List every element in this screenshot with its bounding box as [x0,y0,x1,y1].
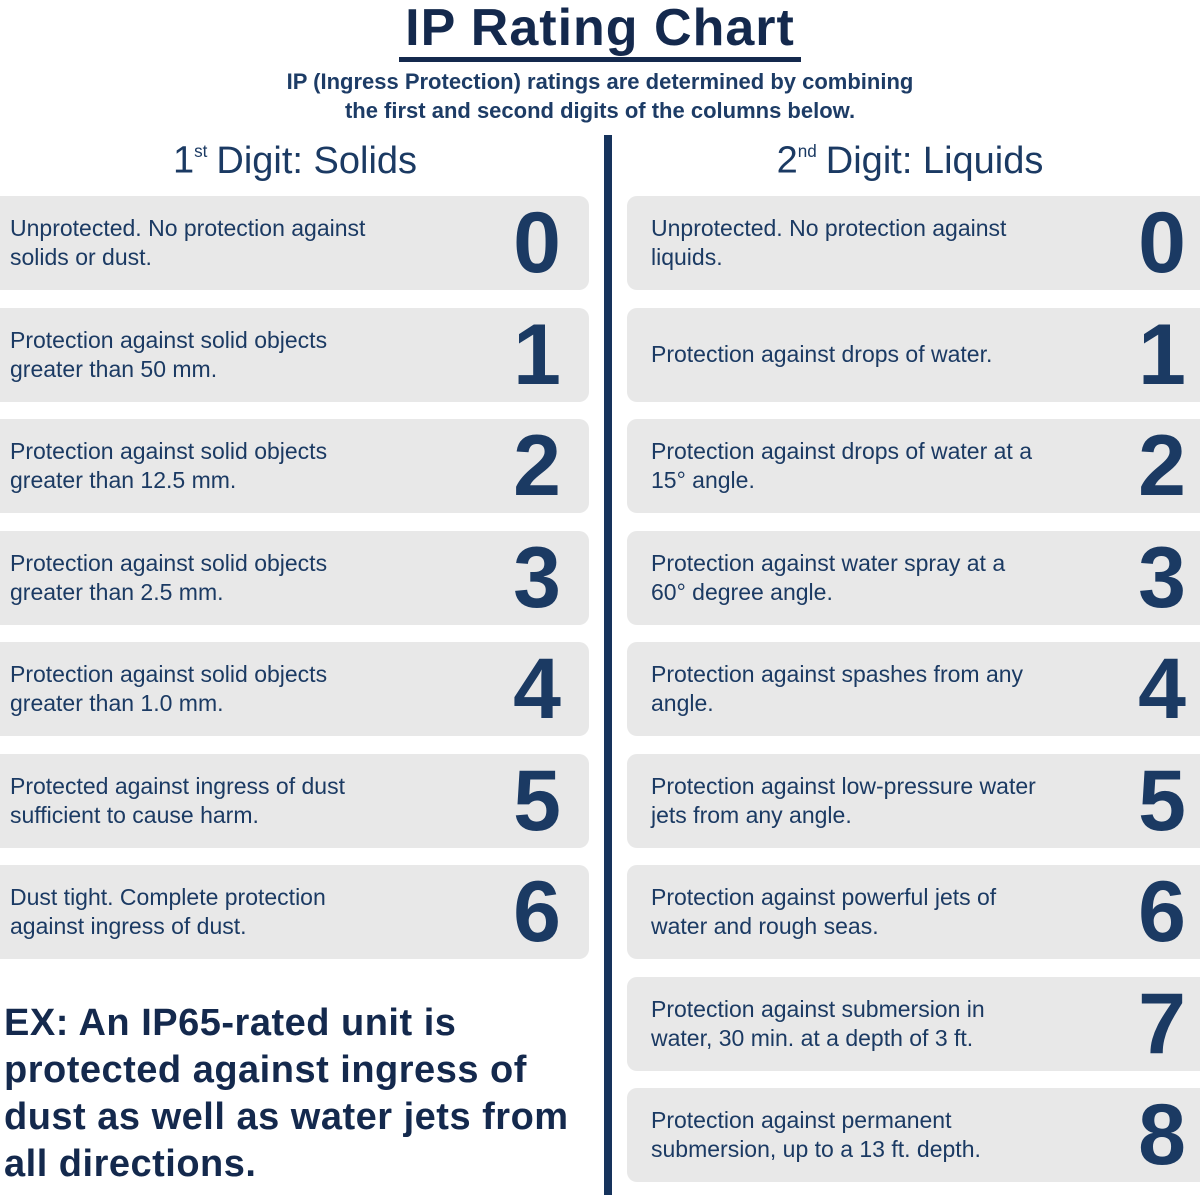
rating-digit: 2 [1138,418,1186,514]
solids-row-4: Protection against solid objects greater… [0,642,589,736]
liquids-row-4: Protection against spashes from any angl… [627,642,1200,736]
chart-header: IP Rating Chart IP (Ingress Protection) … [0,0,1200,125]
column-divider [604,135,612,1195]
liquids-column-header: 2nd Digit: Liquids [620,130,1200,185]
rating-description: Protection against powerful jets of wate… [651,884,997,939]
rating-digit: 3 [1138,529,1186,626]
rating-description: Protection against solid objects greater… [10,549,328,605]
rating-description: Protection against water spray at a 60° … [651,549,1006,605]
liquids-row-1: Protection against drops of water. 1 [627,306,1200,403]
rating-digit: 5 [513,752,561,849]
liquids-header-ordinal: nd [797,142,817,161]
liquids-row-8: Protection against permanent submersion,… [627,1088,1200,1182]
rating-description: Protection against permanent submersion,… [651,1107,981,1162]
subtitle-line-2: the first and second digits of the colum… [344,98,856,123]
solids-header-digit: 1 [172,139,195,182]
rating-digit: 6 [1138,864,1186,960]
example-note: EX: An IP65-rated unit is protected agai… [4,1002,569,1185]
rating-digit: 0 [1138,195,1186,291]
liquids-header-digit: 2 [776,139,798,182]
rating-digit: 4 [513,641,561,737]
liquids-row-7: Protection against submersion in water, … [627,975,1200,1072]
liquids-row-6: Protection against powerful jets of wate… [627,865,1200,959]
liquids-header-label: Digit: Liquids [825,139,1044,182]
liquids-row-3: Protection against water spray at a 60° … [627,529,1200,626]
solids-row-0: Unprotected. No protection against solid… [0,196,589,290]
rating-description: Protection against spashes from any angl… [651,661,1024,716]
rating-description: Protection against solid objects greater… [10,438,328,493]
solids-row-3: Protection against solid objects greater… [0,529,589,626]
solids-column: Unprotected. No protection against solid… [0,196,589,977]
rating-digit: 0 [513,195,561,291]
rating-description: Unprotected. No protection against solid… [10,215,366,270]
rating-description: Protection against solid objects greater… [10,661,328,716]
rating-digit: 7 [1138,975,1186,1072]
rating-digit: 6 [513,864,561,960]
rating-description: Unprotected. No protection against liqui… [651,215,1007,270]
liquids-column: Unprotected. No protection against liqui… [627,196,1200,1200]
rating-digit: 5 [1138,752,1186,849]
rating-digit: 4 [1138,641,1186,737]
subtitle-line-1: IP (Ingress Protection) ratings are dete… [286,69,914,94]
rating-description: Protection against low-pressure water je… [651,772,1036,828]
page-subtitle: IP (Ingress Protection) ratings are dete… [0,67,1200,125]
rating-digit: 8 [1138,1087,1186,1183]
solids-row-5: Protected against ingress of dust suffic… [0,752,589,849]
solids-row-2: Protection against solid objects greater… [0,419,589,513]
solids-column-header: 1st Digit: Solids [0,130,590,185]
rating-description: Dust tight. Complete protection against … [10,884,326,939]
liquids-row-0: Unprotected. No protection against liqui… [627,196,1200,290]
rating-description: Protection against drops of water at a 1… [651,438,1032,493]
solids-header-label: Digit: Solids [216,139,418,182]
rating-digit: 3 [513,529,561,626]
liquids-row-5: Protection against low-pressure water je… [627,752,1200,849]
rating-digit: 1 [1138,306,1186,403]
rating-description: Protected against ingress of dust suffic… [10,772,345,828]
liquids-row-2: Protection against drops of water at a 1… [627,419,1200,513]
solids-row-6: Dust tight. Complete protection against … [0,865,589,959]
page-title: IP Rating Chart [399,2,801,62]
rating-digit: 2 [513,418,561,514]
rating-description: Protection against solid objects greater… [10,326,328,382]
rating-description: Protection against drops of water. [651,341,993,367]
rating-digit: 1 [513,306,561,403]
solids-row-1: Protection against solid objects greater… [0,306,589,403]
rating-description: Protection against submersion in water, … [651,995,985,1051]
solids-header-ordinal: st [194,142,208,161]
